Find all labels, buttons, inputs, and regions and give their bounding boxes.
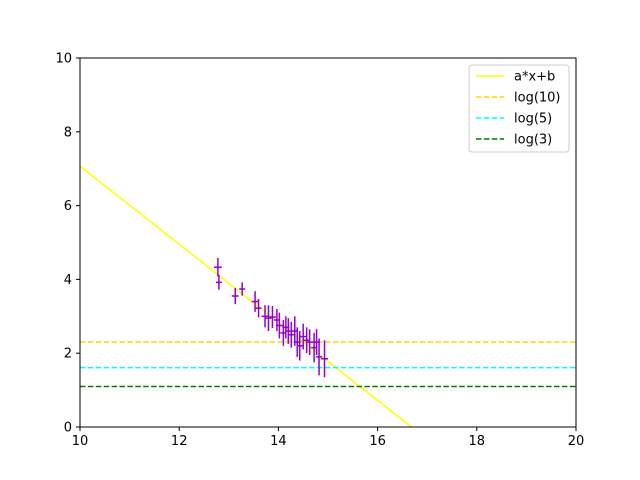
legend-box	[468, 64, 570, 153]
legend-label-3: log(3)	[514, 133, 552, 148]
legend-label-0: a*x+b	[514, 70, 555, 85]
errorbar-point-4	[251, 291, 259, 312]
legend-label-1: log(10)	[514, 91, 561, 106]
legend: a*x+b log(10) log(5) log(3)	[468, 64, 570, 153]
errorbar-point-19	[303, 327, 310, 354]
x-tick-label-0: 10	[72, 434, 89, 449]
errorbar-point-18	[299, 323, 307, 350]
errorbar-point-13	[285, 318, 292, 344]
y-tick-label-4: 8	[64, 125, 72, 140]
errorbar-point-6	[261, 305, 269, 328]
errorbar-point-2	[231, 287, 239, 305]
x-tick-label-1: 12	[171, 434, 188, 449]
x-tick-label-2: 14	[270, 434, 287, 449]
errorbar-point-5	[255, 298, 262, 318]
x-tick-label-5: 20	[568, 434, 585, 449]
errorbar-point-1	[215, 274, 222, 290]
errorbar-point-20	[306, 329, 314, 356]
plot-clipped	[80, 165, 576, 427]
errorbar-point-8	[268, 305, 276, 329]
errorbar-point-7	[265, 305, 272, 332]
errorbar-point-14	[287, 321, 295, 348]
errorbar-point-10	[275, 312, 283, 339]
plot-area	[80, 165, 576, 427]
y-tick-label-2: 4	[64, 273, 72, 288]
y-tick-label-5: 10	[55, 52, 72, 67]
axes: 10 12 14 16 18 20 0 2 4 6 8 10	[55, 52, 584, 450]
series-line-0	[80, 165, 412, 427]
x-tick-label-3: 16	[369, 434, 386, 449]
y-tick-label-3: 6	[64, 199, 72, 214]
legend-label-2: log(5)	[514, 112, 552, 127]
errorbar-point-24	[321, 340, 328, 378]
errorbar-point-0	[213, 257, 222, 277]
axes-frame	[79, 57, 577, 428]
y-tick-label-1: 2	[64, 347, 72, 362]
errorbar-point-3	[239, 282, 246, 296]
x-tick-label-4: 18	[469, 434, 486, 449]
y-tick-label-0: 0	[64, 421, 72, 436]
errorbar-point-23	[316, 338, 323, 376]
